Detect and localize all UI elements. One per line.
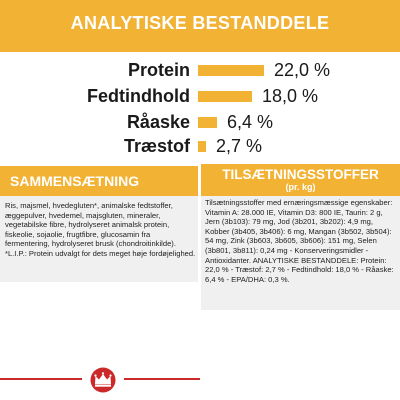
additives-heading-box: TILSÆTNINGSSTOFFER (pr. kg) [201, 164, 400, 196]
logo-stripe-right [124, 378, 200, 380]
analysis-bar [198, 91, 252, 102]
analysis-bar [198, 141, 206, 152]
additives-text: Tilsætningsstoffer med ernæringsmæssige … [205, 198, 394, 284]
page-title: ANALYTISKE BESTANDDELE [70, 13, 330, 33]
additives-heading: TILSÆTNINGSSTOFFER [222, 167, 379, 182]
analysis-value: 22,0 % [274, 60, 331, 80]
analysis-row-fat: Fedtindhold 18,0 % [0, 84, 400, 108]
analysis-row-ash: Råaske 6,4 % [0, 110, 400, 134]
composition-text: Ris, majsmel, hvedegluten*, animalske fe… [5, 201, 196, 258]
analysis-label: Træstof [123, 136, 190, 156]
analysis-label: Fedtindhold [87, 86, 190, 106]
analysis-value: 2,7 % [216, 136, 263, 156]
analysis-label: Råaske [126, 112, 190, 132]
composition-panel [0, 196, 198, 282]
analysis-label: Protein [127, 60, 190, 80]
analysis-bar [198, 65, 264, 76]
analysis-table: Protein 22,0 % Fedtindhold 18,0 % Råaske… [0, 56, 400, 158]
analysis-value: 18,0 % [262, 86, 319, 106]
analysis-row-protein: Protein 22,0 % [0, 58, 400, 82]
logo-stripe-left [0, 378, 82, 380]
section-banner: ANALYTISKE BESTANDDELE [0, 0, 400, 52]
composition-heading: SAMMENSÆTNING [0, 166, 198, 196]
analysis-bar [198, 117, 217, 128]
additives-subheading: (pr. kg) [285, 182, 316, 192]
analysis-row-fibre: Træstof 2,7 % [0, 134, 400, 158]
additives-panel [201, 196, 400, 310]
analysis-value: 6,4 % [227, 112, 274, 132]
royal-canin-crown-icon [86, 366, 120, 394]
